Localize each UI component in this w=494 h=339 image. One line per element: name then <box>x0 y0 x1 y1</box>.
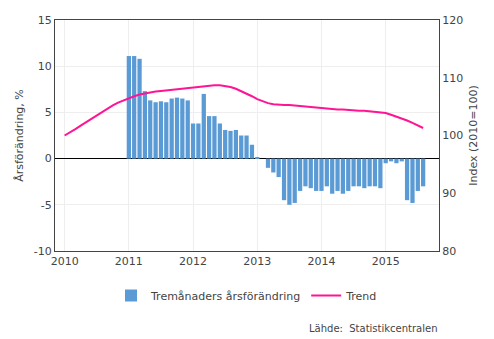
svg-text:2015: 2015 <box>372 255 400 268</box>
svg-text:0: 0 <box>45 152 52 165</box>
svg-text:Trend: Trend <box>345 290 376 303</box>
svg-text:10: 10 <box>38 60 52 73</box>
svg-text:120: 120 <box>442 14 463 27</box>
svg-text:Lähde: Statistikcentralen: Lähde: Statistikcentralen <box>309 323 437 334</box>
svg-text:100: 100 <box>442 129 463 142</box>
svg-text:5: 5 <box>45 106 52 119</box>
svg-text:2013: 2013 <box>243 255 271 268</box>
svg-text:2014: 2014 <box>307 255 335 268</box>
svg-text:2010: 2010 <box>51 255 79 268</box>
svg-text:Tremånaders årsförändring: Tremånaders årsförändring <box>150 290 300 303</box>
svg-text:2012: 2012 <box>179 255 207 268</box>
svg-text:Årsförändring, %: Årsförändring, % <box>13 89 26 182</box>
svg-text:-5: -5 <box>41 199 52 212</box>
svg-text:15: 15 <box>38 14 52 27</box>
svg-text:Index (2010=100): Index (2010=100) <box>467 85 480 186</box>
svg-text:2011: 2011 <box>115 255 143 268</box>
svg-text:90: 90 <box>442 187 456 200</box>
svg-text:-10: -10 <box>34 245 52 258</box>
svg-text:110: 110 <box>442 72 463 85</box>
svg-text:80: 80 <box>442 245 456 258</box>
